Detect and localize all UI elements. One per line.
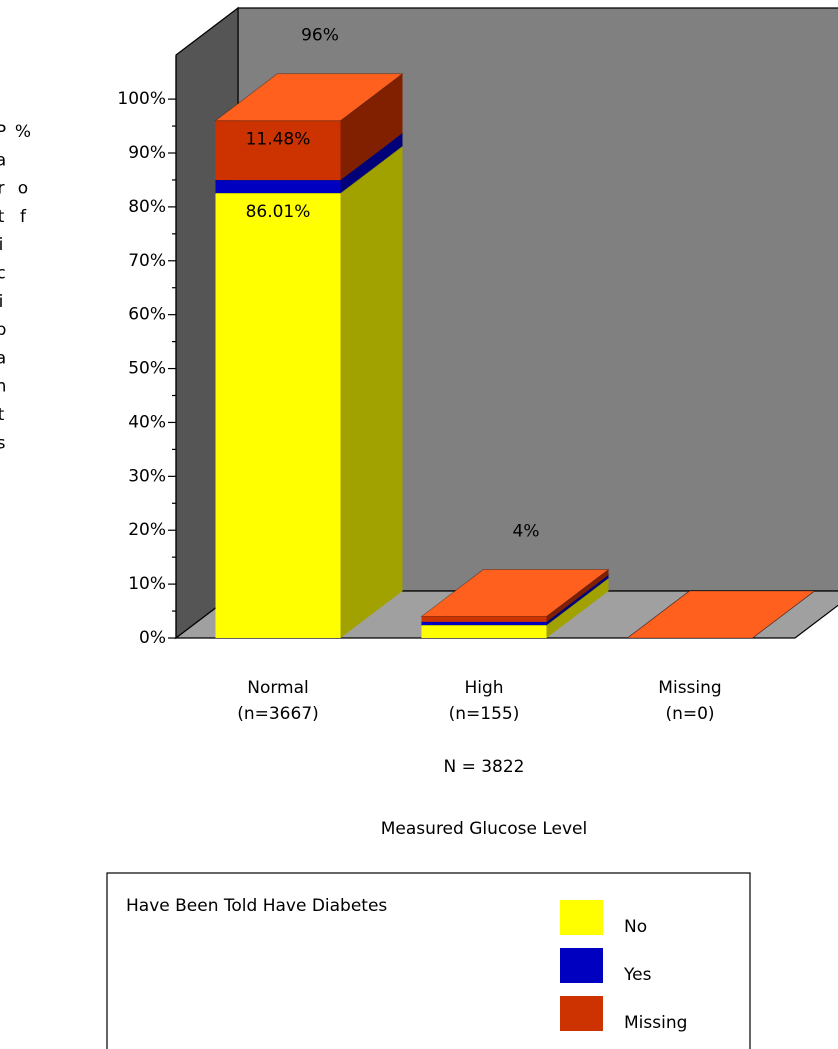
y-tick-label: 30% [128,466,166,486]
y-tick-label: 40% [128,412,166,432]
y-axis-title: % of Participants [0,122,33,462]
segment-label: 11.48% [246,130,311,150]
bar-side [340,133,403,194]
bar-side [340,73,403,181]
bar-front [421,621,547,626]
legend-box [106,872,751,1049]
legend-title: Have Been Told Have Diabetes [126,896,387,916]
y-tick-label: 10% [128,574,166,594]
y-tick-label: 0% [139,628,166,648]
bar-side [340,146,403,639]
x-tick-count: (n=0) [665,704,714,724]
bar-side [546,574,609,626]
y-tick-label: 50% [128,359,166,379]
bar-front [421,616,547,622]
total-label: 96% [301,26,339,46]
y-tick-label: 60% [128,305,166,325]
segment-label: 86.01% [246,202,311,222]
legend-label: Yes [623,965,652,985]
x-tick-count: (n=155) [449,704,520,724]
y-tick-label: 70% [128,251,166,271]
y-tick-label: 90% [128,143,166,163]
bar-top [420,569,610,617]
y-tick-label: 80% [128,197,166,217]
y-tick-label: 20% [128,520,166,540]
x-tick-count: (n=3667) [237,704,319,724]
x-axis-title: Measured Glucose Level [381,819,587,839]
bar-side [546,578,609,638]
legend-swatch [560,996,603,1031]
bar-front [215,180,341,194]
bar-front [421,625,547,638]
legend-label: No [624,917,647,937]
x-tick-label: Normal [247,678,309,698]
y-tick-label: 100% [117,89,166,109]
bar-side [546,569,609,622]
x-tick-label: Missing [658,678,721,698]
n-total: N = 3822 [443,757,524,777]
legend-label: Missing [624,1013,687,1033]
legend-swatch [560,900,603,935]
x-tick-label: High [464,678,503,698]
bar-top [214,73,404,122]
total-label: 4% [513,521,540,541]
bar-front [215,120,341,181]
legend-swatch [560,948,603,983]
bar-top [626,590,816,639]
bar-front [215,193,341,639]
